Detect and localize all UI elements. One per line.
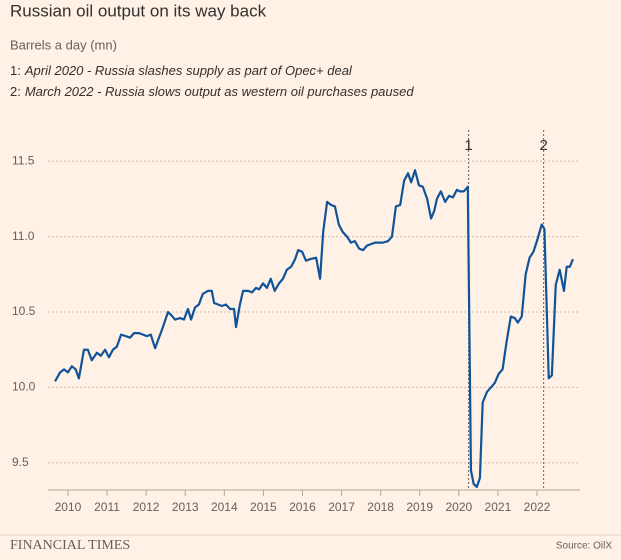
x-tick-label: 2015 bbox=[250, 500, 277, 514]
y-tick-label: 11.5 bbox=[12, 153, 35, 167]
note: 2: March 2022 - Russia slows output as we… bbox=[10, 84, 414, 99]
x-tick-label: 2018 bbox=[367, 500, 394, 514]
x-tick-label: 2021 bbox=[485, 500, 512, 514]
x-tick-label: 2019 bbox=[406, 500, 433, 514]
x-tick-label: 2022 bbox=[524, 500, 551, 514]
x-tick-label: 2020 bbox=[445, 500, 472, 514]
note-number: 2: bbox=[10, 84, 21, 99]
y-tick-label: 10.0 bbox=[12, 380, 36, 394]
source: Source: OilX bbox=[556, 541, 612, 552]
note-text: April 2020 - Russia slashes supply as pa… bbox=[24, 63, 353, 78]
x-tick-label: 2017 bbox=[328, 500, 355, 514]
x-tick-label: 2013 bbox=[172, 500, 199, 514]
notes: 1: April 2020 - Russia slashes supply as … bbox=[10, 63, 414, 99]
annotation-label: 1 bbox=[464, 137, 472, 154]
y-tick-label: 10.5 bbox=[12, 304, 36, 318]
x-tick-label: 2012 bbox=[133, 500, 160, 514]
note: 1: April 2020 - Russia slashes supply as … bbox=[10, 63, 353, 78]
x-tick-label: 2014 bbox=[211, 500, 238, 514]
x-tick-label: 2016 bbox=[289, 500, 316, 514]
data-line bbox=[54, 169, 574, 489]
note-text: March 2022 - Russia slows output as west… bbox=[25, 84, 415, 99]
brand: FINANCIAL TIMES bbox=[10, 538, 130, 553]
y-tick-label: 9.5 bbox=[12, 455, 29, 469]
note-number: 1: bbox=[10, 63, 21, 78]
subtitle: Barrels a day (mn) bbox=[10, 37, 117, 52]
y-tick-label: 11.0 bbox=[12, 229, 35, 243]
x-tick-label: 2010 bbox=[55, 500, 82, 514]
chart-title: Russian oil output on its way back bbox=[10, 1, 267, 20]
annotation-label: 2 bbox=[539, 137, 547, 154]
x-tick-label: 2011 bbox=[94, 500, 120, 514]
